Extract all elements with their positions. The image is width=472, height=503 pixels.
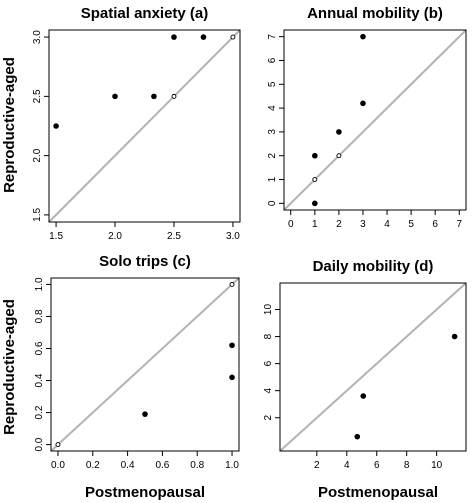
data-point bbox=[360, 33, 366, 40]
x-tick-label: 5 bbox=[408, 219, 414, 230]
y-tick-label: 8 bbox=[263, 333, 274, 339]
y-tick-label: 0.4 bbox=[34, 373, 45, 387]
scatter-panel-1: Spatial anxiety (a) 1.5 2.0 2.5 3.0 1.5 2.0 2.5… bbox=[32, 5, 241, 242]
data-point-open bbox=[230, 34, 236, 40]
x-tick-label: 2.5 bbox=[167, 231, 181, 242]
y-tick-label: 0.2 bbox=[34, 405, 45, 419]
y-tick-label: 2 bbox=[267, 152, 278, 158]
panel-title: Solo trips (c) bbox=[99, 253, 191, 270]
data-point bbox=[360, 393, 367, 399]
data-point-open bbox=[229, 281, 235, 287]
data-point bbox=[229, 342, 235, 349]
reference-line bbox=[279, 282, 467, 452]
data-point bbox=[151, 93, 157, 100]
panel-title: Spatial anxiety (a) bbox=[81, 5, 209, 22]
y-tick-label: 4 bbox=[267, 105, 278, 111]
y-tick-label: 2 bbox=[263, 415, 274, 421]
y-axis-label-top: Reproductive-aged bbox=[1, 57, 18, 193]
x-axis-label-right: Postmenopausal bbox=[318, 484, 438, 501]
plot-frame bbox=[279, 282, 467, 452]
data-point bbox=[200, 34, 207, 40]
x-tick-label: 0.8 bbox=[190, 460, 204, 471]
x-tick-label: 0 bbox=[288, 219, 294, 230]
y-tick-label: 0.6 bbox=[34, 341, 45, 355]
x-tick-label: 10 bbox=[431, 460, 443, 471]
x-tick-label: 8 bbox=[404, 460, 410, 471]
data-point bbox=[229, 374, 235, 381]
x-tick-label: 2 bbox=[336, 219, 342, 230]
y-axis-label-bottom: Reproductive-aged bbox=[1, 299, 18, 435]
y-tick-label: 3.0 bbox=[32, 30, 43, 44]
data-point bbox=[336, 129, 342, 135]
panel-title: Daily mobility (d) bbox=[313, 258, 434, 275]
data-point bbox=[142, 411, 148, 417]
reference-line bbox=[50, 277, 240, 452]
x-axis-label-left: Postmenopausal bbox=[85, 484, 205, 501]
data-point bbox=[312, 152, 318, 159]
y-tick-label: 2.0 bbox=[32, 148, 43, 162]
y-tick-label: 3 bbox=[267, 129, 278, 135]
x-tick-label: 6 bbox=[374, 460, 380, 471]
data-point-open bbox=[336, 153, 342, 159]
scatter-panel-4: Daily mobility (d) 2 4 6 8 10 2 4 6 8 10 bbox=[263, 258, 467, 471]
reference-line bbox=[283, 29, 467, 211]
x-tick-label: 4 bbox=[344, 460, 350, 471]
scatter-panel-3: Solo trips (c) 0.0 0.2 0.4 0.6 0.8 1.0 0.0 0.2 0.… bbox=[34, 253, 240, 471]
x-tick-label: 0.2 bbox=[86, 460, 100, 471]
data-point bbox=[53, 123, 59, 129]
x-tick-label: 0.0 bbox=[51, 460, 65, 471]
y-tick-label: 1 bbox=[267, 176, 278, 182]
y-tick-label: 0.0 bbox=[34, 437, 45, 451]
x-tick-label: 0.6 bbox=[155, 460, 169, 471]
x-tick-label: 1.0 bbox=[225, 460, 239, 471]
y-tick-label: 4 bbox=[263, 387, 274, 393]
panel-title: Annual mobility (b) bbox=[307, 5, 443, 22]
x-tick-label: 0.4 bbox=[121, 460, 135, 471]
y-tick-label: 5 bbox=[267, 81, 278, 87]
y-tick-label: 2.5 bbox=[32, 89, 43, 103]
data-point bbox=[354, 433, 361, 440]
x-tick-label: 4 bbox=[384, 219, 390, 230]
plot-frame bbox=[283, 29, 467, 211]
y-tick-label: 0 bbox=[267, 200, 278, 206]
data-point bbox=[451, 333, 458, 340]
x-tick-label: 2 bbox=[314, 460, 320, 471]
data-point-open bbox=[55, 442, 61, 448]
data-point-open bbox=[312, 177, 318, 182]
data-point bbox=[360, 100, 366, 107]
y-tick-label: 10 bbox=[263, 304, 274, 316]
x-tick-label: 6 bbox=[432, 219, 438, 230]
y-tick-label: 6 bbox=[267, 57, 278, 63]
data-point bbox=[112, 93, 118, 100]
x-tick-label: 2.0 bbox=[108, 231, 122, 242]
chart-panels: Spatial anxiety (a) 1.5 2.0 2.5 3.0 1.5 2.0 2.5… bbox=[32, 5, 467, 471]
data-point bbox=[171, 34, 177, 40]
plot-frame bbox=[48, 29, 241, 223]
y-tick-label: 6 bbox=[263, 360, 274, 366]
y-tick-label: 1.5 bbox=[32, 208, 43, 222]
x-tick-label: 3.0 bbox=[226, 231, 240, 242]
data-point bbox=[312, 200, 318, 207]
y-tick-label: 7 bbox=[267, 33, 278, 39]
plot-frame bbox=[50, 277, 240, 452]
x-tick-label: 3 bbox=[360, 219, 366, 230]
x-tick-label: 1.5 bbox=[49, 231, 63, 242]
y-tick-label: 1.0 bbox=[34, 277, 45, 291]
reference-line bbox=[48, 29, 241, 223]
data-point-open bbox=[171, 93, 177, 99]
x-tick-label: 7 bbox=[456, 219, 462, 230]
y-tick-label: 0.8 bbox=[34, 309, 45, 323]
x-tick-label: 1 bbox=[312, 219, 318, 230]
scatter-panel-2: Annual mobility (b) 0 1 2 3 4 5 6 7 0 1 2 3 4 5 6 7 bbox=[267, 5, 467, 230]
